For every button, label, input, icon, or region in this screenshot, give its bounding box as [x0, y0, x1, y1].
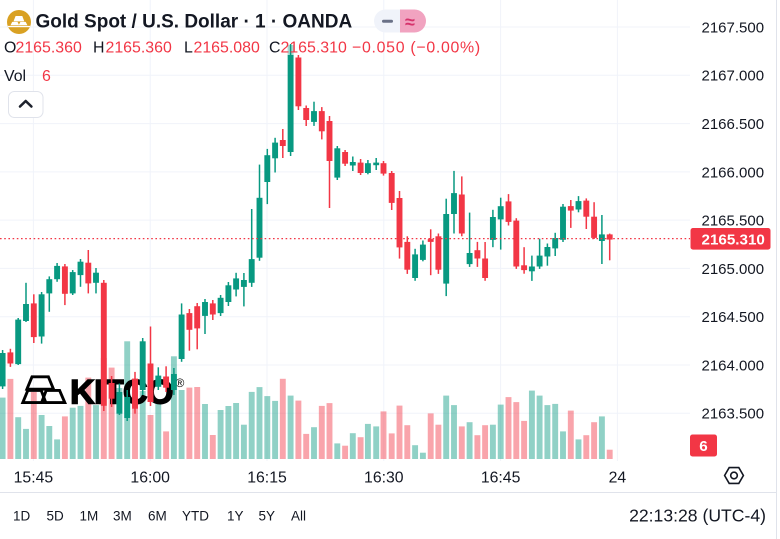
- svg-text:24: 24: [609, 470, 627, 487]
- svg-text:All: All: [291, 509, 306, 524]
- svg-text:16:00: 16:00: [130, 470, 170, 487]
- svg-text:16:15: 16:15: [247, 470, 287, 487]
- svg-text:2164.500: 2164.500: [702, 309, 765, 326]
- svg-text:2165.360: 2165.360: [16, 39, 82, 56]
- svg-text:3M: 3M: [113, 509, 132, 524]
- svg-text:Gold Spot / U.S. Dollar · 1 ·: Gold Spot / U.S. Dollar · 1 · OANDA: [36, 12, 353, 33]
- svg-text:2166.500: 2166.500: [702, 116, 765, 133]
- svg-text:2167.000: 2167.000: [702, 68, 765, 85]
- svg-text:2165.360: 2165.360: [106, 39, 172, 56]
- svg-text:6M: 6M: [148, 509, 167, 524]
- svg-text:L: L: [184, 39, 193, 56]
- svg-text:®: ®: [176, 376, 185, 390]
- svg-text:−0.050 (−0.00%): −0.050 (−0.00%): [352, 39, 481, 56]
- svg-text:Vol: Vol: [4, 68, 26, 85]
- svg-text:5Y: 5Y: [259, 509, 276, 524]
- svg-text:1M: 1M: [80, 509, 99, 524]
- svg-text:2165.310: 2165.310: [702, 231, 765, 248]
- svg-text:H: H: [93, 39, 104, 56]
- svg-text:2163.500: 2163.500: [702, 406, 765, 423]
- svg-text:2165.310: 2165.310: [281, 39, 347, 56]
- svg-text:O: O: [4, 39, 16, 56]
- svg-text:2167.500: 2167.500: [702, 19, 765, 36]
- svg-text:≈: ≈: [405, 12, 415, 32]
- svg-text:2165.000: 2165.000: [702, 261, 765, 278]
- svg-text:C: C: [269, 39, 280, 56]
- svg-text:2164.000: 2164.000: [702, 357, 765, 374]
- svg-text:1Y: 1Y: [227, 509, 244, 524]
- svg-text:22:13:28 (UTC-4): 22:13:28 (UTC-4): [629, 506, 766, 526]
- svg-text:6: 6: [699, 438, 707, 455]
- svg-text:16:30: 16:30: [364, 470, 404, 487]
- svg-text:YTD: YTD: [182, 509, 209, 524]
- svg-text:15:45: 15:45: [14, 470, 54, 487]
- svg-text:6: 6: [42, 68, 51, 85]
- svg-text:2165.080: 2165.080: [194, 39, 260, 56]
- svg-text:1D: 1D: [13, 509, 31, 524]
- svg-text:16:45: 16:45: [481, 470, 521, 487]
- svg-text:2165.500: 2165.500: [702, 213, 765, 230]
- svg-text:2166.000: 2166.000: [702, 164, 765, 181]
- svg-text:5D: 5D: [47, 509, 65, 524]
